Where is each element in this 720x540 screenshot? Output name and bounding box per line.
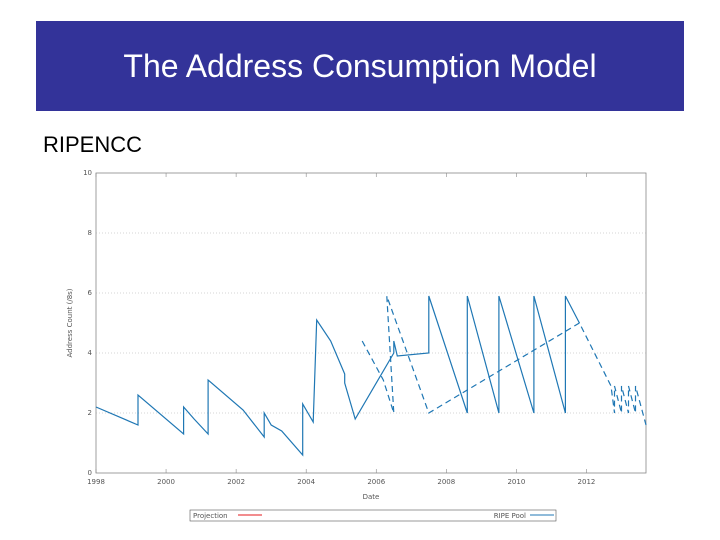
- x-tick-label: 2012: [578, 478, 596, 486]
- x-axis-label: Date: [363, 493, 380, 501]
- y-tick-label: 4: [88, 349, 93, 357]
- y-tick-label: 8: [88, 229, 92, 237]
- y-tick-label: 10: [83, 169, 92, 177]
- slide-subtitle: RIPENCC: [43, 132, 143, 157]
- x-tick-label: 2002: [227, 478, 245, 486]
- legend-box: [189, 509, 557, 522]
- slide-title: The Address Consumption Model: [123, 47, 597, 84]
- slide-title-bar: The Address Consumption Model: [36, 21, 684, 111]
- x-tick-label: 2004: [297, 478, 315, 486]
- y-axis-label: Address Count (/8s): [66, 288, 74, 357]
- legend-label: RIPE Pool: [494, 512, 526, 520]
- x-tick-label: 2000: [157, 478, 175, 486]
- x-tick-label: 1998: [87, 478, 105, 486]
- address-consumption-chart: 0 2 4 6 8 10 1998 2000 2002 2004 2006 2008 2010 2012 D…: [66, 169, 647, 522]
- series-line: [361, 295, 647, 426]
- series-line: [95, 295, 580, 457]
- x-tick-label: 2010: [507, 478, 525, 486]
- plot-frame: [95, 172, 647, 474]
- y-tick-label: 0: [88, 469, 92, 477]
- x-tick-label: 2008: [437, 478, 455, 486]
- y-tick-label: 6: [88, 289, 93, 297]
- x-tick-label: 2006: [367, 478, 385, 486]
- legend-label: Projection: [193, 512, 228, 520]
- y-tick-label: 2: [88, 409, 92, 417]
